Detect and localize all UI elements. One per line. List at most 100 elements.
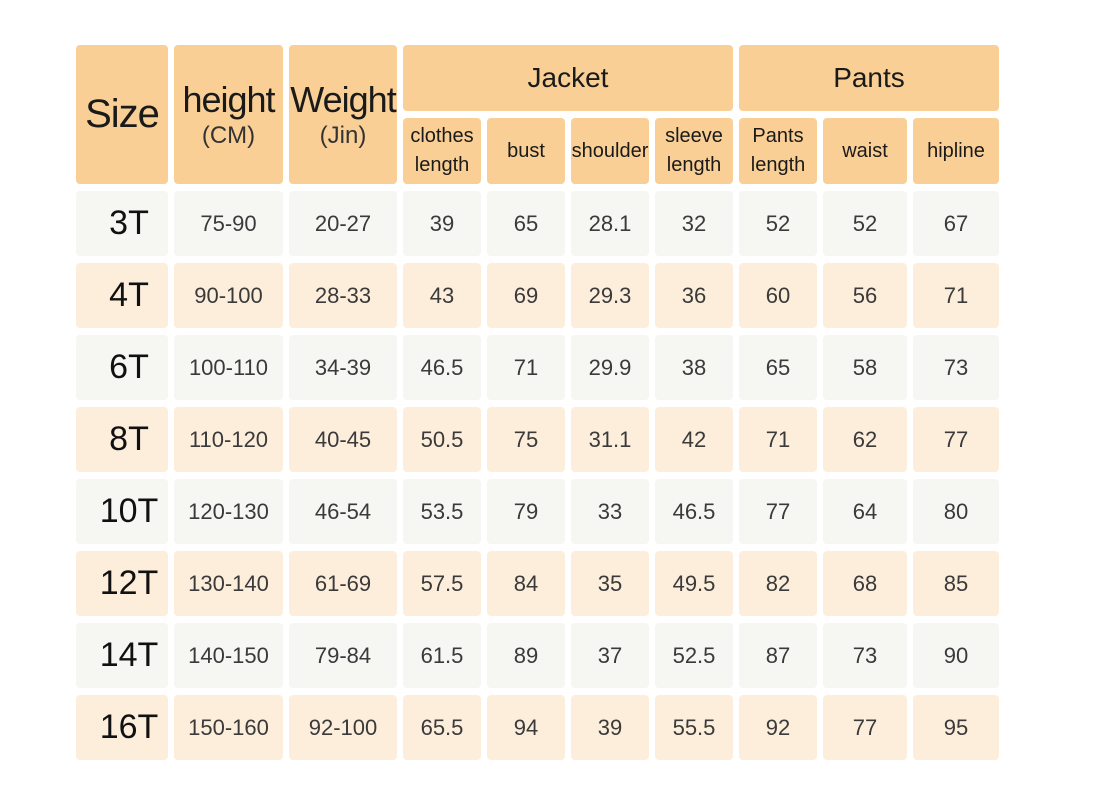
- table-cell: 79: [487, 479, 565, 544]
- header-sub-shoulder: shoulder: [571, 118, 649, 184]
- header-height-unit: (CM): [201, 121, 256, 149]
- size-cell: 8T: [76, 407, 168, 472]
- table-cell: 50.5: [403, 407, 481, 472]
- table-cell: 85: [913, 551, 999, 616]
- table-cell: 35: [571, 551, 649, 616]
- table-cell: 150-160: [174, 695, 283, 760]
- table-cell: 80: [913, 479, 999, 544]
- table-cell: 89: [487, 623, 565, 688]
- header-sub-text: sleeve: [665, 125, 723, 147]
- size-cell: 3T: [76, 191, 168, 256]
- table-cell: 90: [913, 623, 999, 688]
- size-cell: 16T: [76, 695, 168, 760]
- table-cell: 52: [823, 191, 907, 256]
- table-cell: 71: [913, 263, 999, 328]
- table-cell: 53.5: [403, 479, 481, 544]
- header-sub-text: bust: [507, 139, 545, 162]
- table-cell: 65: [739, 335, 817, 400]
- table-cell: 61.5: [403, 623, 481, 688]
- table-cell: 52: [739, 191, 817, 256]
- size-cell: 10T: [76, 479, 168, 544]
- header-sub-text: hipline: [927, 139, 985, 162]
- table-cell: 90-100: [174, 263, 283, 328]
- header-sub-text: waist: [842, 139, 888, 162]
- table-cell: 84: [487, 551, 565, 616]
- table-cell: 75: [487, 407, 565, 472]
- table-cell: 52.5: [655, 623, 733, 688]
- table-cell: 71: [487, 335, 565, 400]
- table-cell: 62: [823, 407, 907, 472]
- table-cell: 28.1: [571, 191, 649, 256]
- table-cell: 65: [487, 191, 565, 256]
- table-cell: 49.5: [655, 551, 733, 616]
- size-chart-table: Size height (CM) Weight (Jin) Jacket Pan…: [76, 45, 999, 760]
- table-cell: 77: [739, 479, 817, 544]
- table-cell: 38: [655, 335, 733, 400]
- table-cell: 29.9: [571, 335, 649, 400]
- table-cell: 46.5: [403, 335, 481, 400]
- table-cell: 120-130: [174, 479, 283, 544]
- table-cell: 29.3: [571, 263, 649, 328]
- table-cell: 31.1: [571, 407, 649, 472]
- table-cell: 92-100: [289, 695, 397, 760]
- table-cell: 28-33: [289, 263, 397, 328]
- header-jacket: Jacket: [403, 45, 733, 111]
- table-cell: 61-69: [289, 551, 397, 616]
- table-cell: 94: [487, 695, 565, 760]
- table-cell: 56: [823, 263, 907, 328]
- header-height: height (CM): [174, 45, 283, 184]
- table-cell: 42: [655, 407, 733, 472]
- header-sub-text: length: [414, 154, 470, 176]
- table-cell: 87: [739, 623, 817, 688]
- table-cell: 34-39: [289, 335, 397, 400]
- table-cell: 39: [571, 695, 649, 760]
- table-cell: 32: [655, 191, 733, 256]
- table-cell: 77: [823, 695, 907, 760]
- table-cell: 68: [823, 551, 907, 616]
- header-sub-hipline: hipline: [913, 118, 999, 184]
- table-cell: 40-45: [289, 407, 397, 472]
- size-cell: 12T: [76, 551, 168, 616]
- header-sub-text: Pants: [752, 125, 804, 147]
- table-cell: 36: [655, 263, 733, 328]
- table-cell: 60: [739, 263, 817, 328]
- table-cell: 92: [739, 695, 817, 760]
- header-sub-clothes-length: clothes length: [403, 118, 481, 184]
- size-cell: 4T: [76, 263, 168, 328]
- table-cell: 77: [913, 407, 999, 472]
- table-cell: 140-150: [174, 623, 283, 688]
- table-cell: 55.5: [655, 695, 733, 760]
- table-cell: 20-27: [289, 191, 397, 256]
- header-sub-text: length: [750, 154, 806, 176]
- table-cell: 39: [403, 191, 481, 256]
- table-cell: 110-120: [174, 407, 283, 472]
- table-cell: 75-90: [174, 191, 283, 256]
- header-sub-bust: bust: [487, 118, 565, 184]
- header-sub-text: length: [666, 154, 722, 176]
- table-cell: 79-84: [289, 623, 397, 688]
- table-cell: 130-140: [174, 551, 283, 616]
- header-sub-sleeve-length: sleeve length: [655, 118, 733, 184]
- table-cell: 100-110: [174, 335, 283, 400]
- header-size: Size: [76, 45, 168, 184]
- header-weight-unit: (Jin): [319, 121, 367, 149]
- table-cell: 43: [403, 263, 481, 328]
- table-cell: 73: [823, 623, 907, 688]
- header-sub-text: shoulder: [571, 139, 649, 162]
- size-cell: 14T: [76, 623, 168, 688]
- table-cell: 95: [913, 695, 999, 760]
- table-cell: 82: [739, 551, 817, 616]
- header-weight-title: Weight: [290, 79, 396, 120]
- header-sub-text: clothes: [410, 125, 474, 147]
- header-pants: Pants: [739, 45, 999, 111]
- header-sub-pants-length: Pants length: [739, 118, 817, 184]
- table-cell: 69: [487, 263, 565, 328]
- table-cell: 65.5: [403, 695, 481, 760]
- table-cell: 46.5: [655, 479, 733, 544]
- table-cell: 67: [913, 191, 999, 256]
- table-cell: 33: [571, 479, 649, 544]
- size-cell: 6T: [76, 335, 168, 400]
- header-sub-waist: waist: [823, 118, 907, 184]
- table-cell: 58: [823, 335, 907, 400]
- table-cell: 46-54: [289, 479, 397, 544]
